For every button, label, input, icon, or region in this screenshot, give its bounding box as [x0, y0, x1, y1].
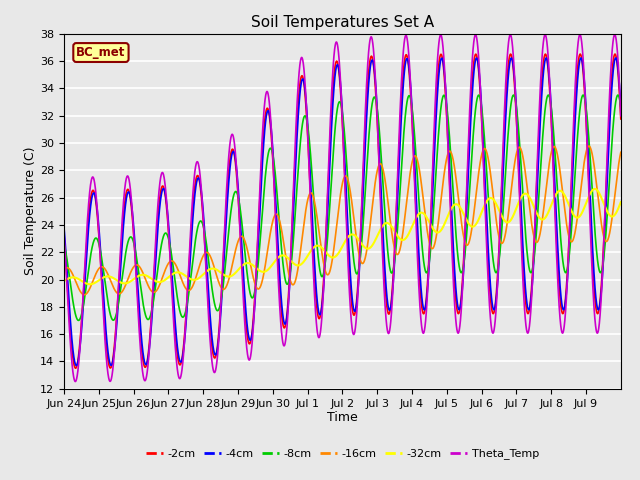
Theta_Temp [431, 95, 439, 101]
-8cm [614, 92, 621, 98]
-8cm [472, 106, 479, 111]
Title: Soil Temperatures Set A: Soil Temperatures Set A [251, 15, 434, 30]
-8cm [156, 250, 164, 256]
-8cm [60, 241, 68, 247]
Text: BC_met: BC_met [76, 46, 125, 59]
-16cm [585, 143, 593, 149]
-32cm [496, 210, 504, 216]
Theta_Temp [420, 328, 428, 334]
-2cm [156, 193, 164, 199]
-4cm [617, 104, 625, 110]
-8cm [488, 245, 496, 251]
-2cm [72, 365, 79, 371]
-32cm [156, 279, 164, 285]
-32cm [617, 199, 625, 205]
Line: -8cm: -8cm [64, 95, 621, 321]
Line: -16cm: -16cm [64, 146, 621, 295]
-8cm [617, 104, 625, 110]
X-axis label: Time: Time [327, 411, 358, 424]
-32cm [431, 229, 439, 235]
-32cm [488, 195, 496, 201]
Theta_Temp [472, 32, 479, 37]
-16cm [81, 292, 88, 298]
-4cm [488, 298, 496, 304]
-2cm [60, 232, 68, 238]
-16cm [60, 267, 68, 273]
-16cm [496, 238, 504, 244]
-8cm [496, 247, 504, 253]
-4cm [156, 202, 164, 207]
Theta_Temp [488, 327, 496, 333]
-4cm [431, 128, 439, 134]
Y-axis label: Soil Temperature (C): Soil Temperature (C) [24, 147, 37, 276]
Theta_Temp [156, 179, 164, 185]
Line: Theta_Temp: Theta_Temp [64, 35, 621, 382]
Theta_Temp [60, 230, 68, 236]
-4cm [612, 55, 620, 61]
-8cm [75, 318, 83, 324]
-32cm [60, 278, 68, 284]
Theta_Temp [611, 32, 618, 37]
-2cm [472, 51, 479, 57]
-2cm [488, 307, 496, 313]
-4cm [496, 236, 504, 241]
Legend: -2cm, -4cm, -8cm, -16cm, -32cm, Theta_Temp: -2cm, -4cm, -8cm, -16cm, -32cm, Theta_Te… [141, 444, 543, 464]
Line: -4cm: -4cm [64, 58, 621, 366]
-8cm [420, 263, 428, 269]
-16cm [431, 238, 439, 244]
-2cm [611, 51, 619, 57]
-2cm [420, 310, 428, 316]
-32cm [420, 211, 428, 217]
-16cm [488, 181, 496, 187]
-16cm [617, 149, 625, 155]
-4cm [72, 363, 80, 369]
-4cm [60, 224, 68, 230]
-16cm [420, 205, 428, 211]
-2cm [496, 222, 504, 228]
Theta_Temp [617, 113, 625, 119]
-16cm [156, 281, 164, 287]
Line: -2cm: -2cm [64, 54, 621, 368]
Line: -32cm: -32cm [64, 189, 621, 284]
Theta_Temp [496, 221, 504, 227]
-4cm [472, 57, 479, 62]
-4cm [420, 307, 428, 313]
-32cm [591, 186, 598, 192]
-8cm [431, 177, 439, 183]
-2cm [431, 111, 439, 117]
-32cm [472, 222, 479, 228]
-16cm [472, 195, 479, 201]
-2cm [617, 116, 625, 122]
Theta_Temp [72, 379, 79, 384]
-32cm [86, 281, 94, 287]
